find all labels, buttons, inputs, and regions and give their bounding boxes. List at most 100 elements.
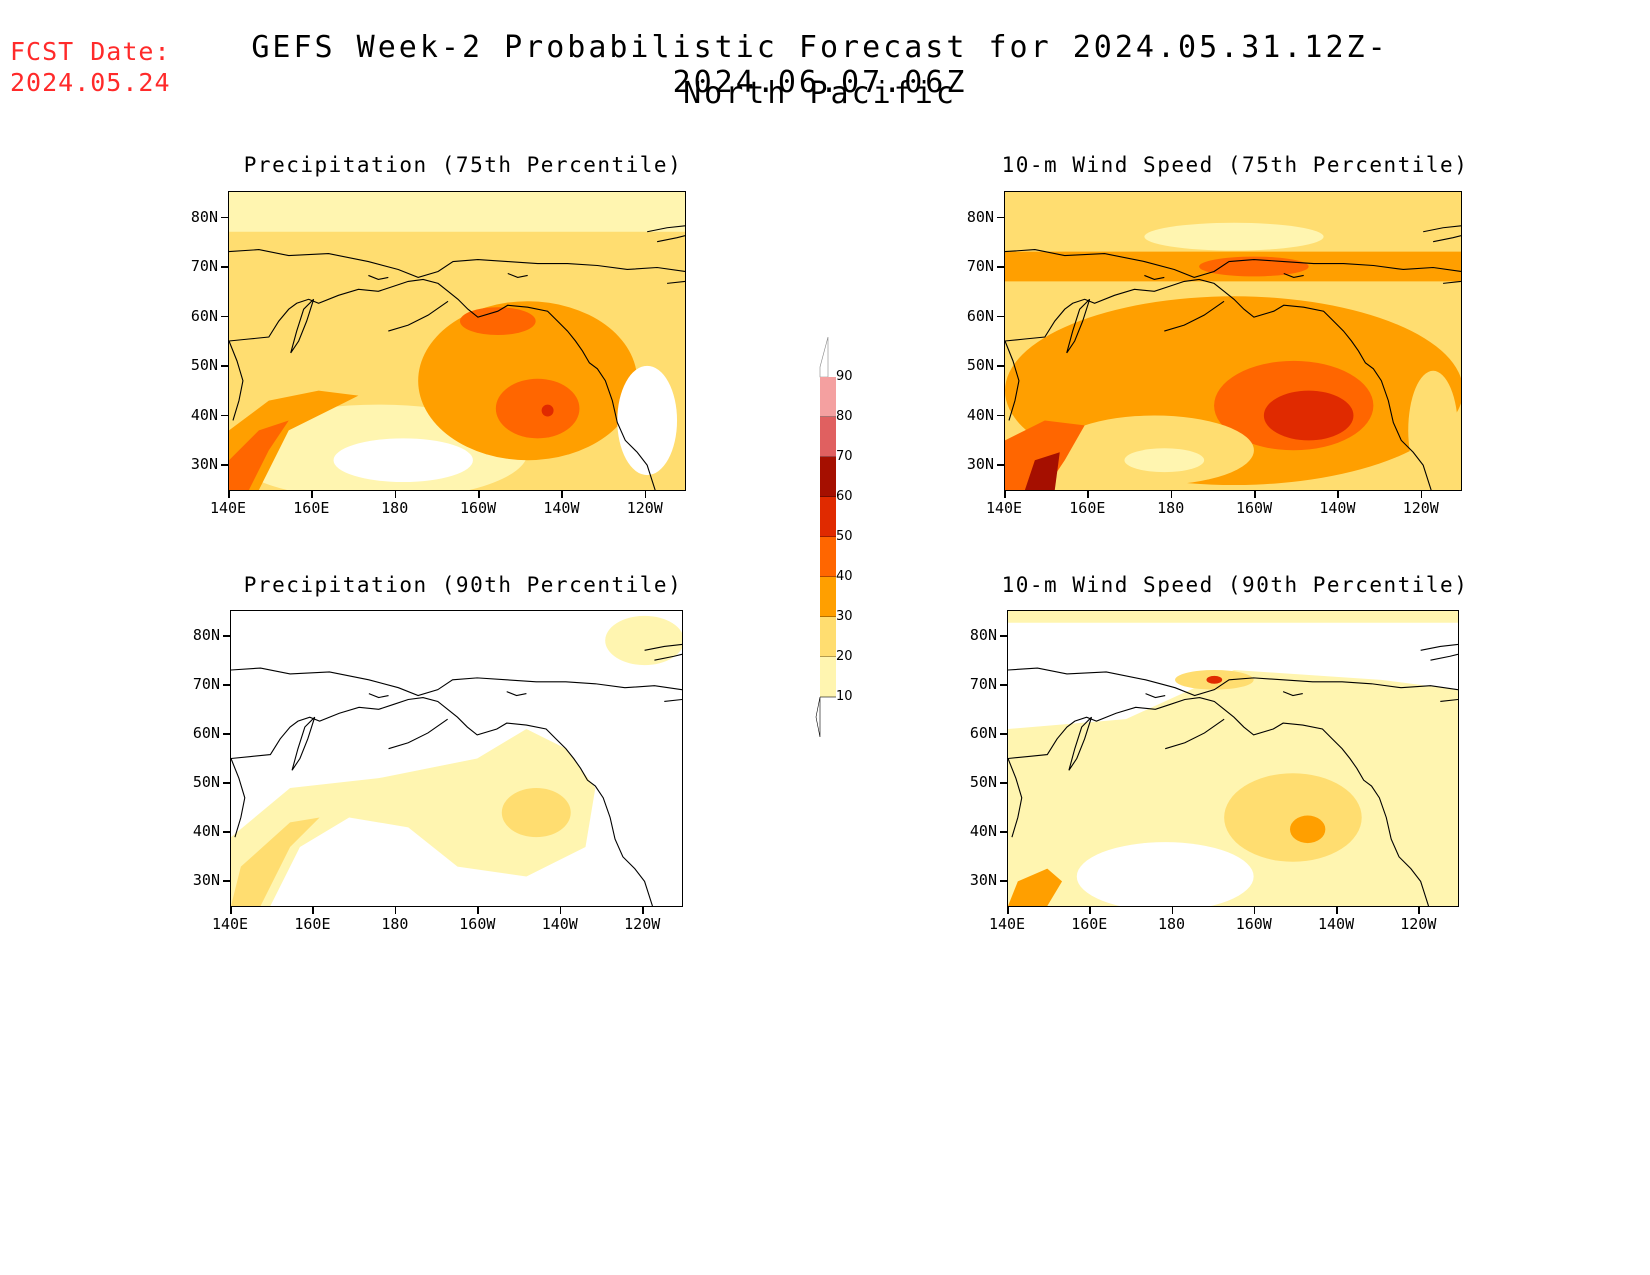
colorbar-segment bbox=[820, 377, 836, 417]
colorbar-level-label: 70 bbox=[836, 449, 853, 464]
lat-label: 30N bbox=[190, 455, 218, 473]
colorbar-segment bbox=[820, 657, 836, 697]
lon-label: 160E bbox=[1069, 499, 1106, 517]
lon-label: 180 bbox=[381, 499, 409, 517]
lat-tick bbox=[221, 464, 228, 466]
colorbar-level-label: 20 bbox=[836, 649, 853, 664]
lat-label: 70N bbox=[192, 675, 220, 694]
coastline-4 bbox=[388, 301, 448, 331]
coastline-5 bbox=[645, 644, 682, 701]
lon-tick bbox=[1420, 491, 1423, 498]
map-wind-75 bbox=[1004, 191, 1462, 491]
lat-tick bbox=[221, 414, 228, 416]
field-gulf bbox=[1224, 773, 1362, 862]
lat-label: 60N bbox=[966, 306, 994, 325]
lon-tick bbox=[1171, 907, 1174, 914]
lat-label: 80N bbox=[190, 207, 218, 226]
lat-label: 70N bbox=[190, 257, 218, 275]
lat-tick bbox=[223, 782, 230, 784]
field-northeast bbox=[605, 615, 682, 666]
field-gulf-core bbox=[1289, 815, 1326, 844]
coastline-1 bbox=[231, 698, 652, 906]
lat-label: 60N bbox=[969, 724, 997, 743]
lon-tick bbox=[230, 907, 232, 914]
lon-label: 160E bbox=[1071, 915, 1108, 933]
lat-tick bbox=[997, 266, 1004, 268]
lon-label: 160W bbox=[460, 499, 497, 517]
lon-label: 140E bbox=[211, 915, 249, 933]
field-coast-south bbox=[1408, 370, 1459, 490]
colorbar-segment bbox=[820, 457, 836, 497]
field-land-dry bbox=[617, 365, 678, 476]
lon-label: 140E bbox=[209, 499, 247, 517]
coastline-0 bbox=[229, 250, 685, 278]
lon-label: 140W bbox=[543, 499, 580, 517]
lon-label: 120W bbox=[1400, 915, 1437, 933]
colorbar-segment bbox=[820, 497, 836, 537]
coastline-6 bbox=[1146, 692, 1303, 698]
field-gulf-core bbox=[501, 788, 571, 838]
field-dry-core bbox=[333, 438, 473, 483]
lon-label: 120W bbox=[1402, 499, 1439, 517]
lat-tick bbox=[221, 365, 228, 367]
map-canvas bbox=[231, 611, 682, 906]
lon-label: 120W bbox=[626, 499, 663, 517]
lon-label: 160W bbox=[459, 915, 496, 933]
lat-tick bbox=[997, 365, 1004, 367]
lat-tick bbox=[997, 464, 1004, 466]
region-title: North Pacific bbox=[683, 76, 957, 111]
field-gulf-core bbox=[495, 378, 580, 439]
lon-tick bbox=[642, 907, 644, 914]
lat-label: 50N bbox=[966, 356, 994, 374]
lon-tick bbox=[559, 907, 562, 914]
map-precip-90 bbox=[230, 610, 683, 907]
lon-tick bbox=[1170, 491, 1173, 498]
lon-label: 160E bbox=[294, 915, 331, 933]
coastline-6 bbox=[368, 273, 527, 279]
lat-label: 50N bbox=[192, 773, 220, 792]
lat-tick bbox=[997, 216, 1004, 218]
forecast-date-block: FCST Date: 2024.05.24 bbox=[10, 36, 171, 98]
lon-tick bbox=[478, 491, 480, 498]
lon-tick bbox=[1087, 491, 1089, 498]
figure-title: GEFS Week-2 Probabilistic Forecast for 2… bbox=[251, 30, 1389, 100]
lon-tick bbox=[1254, 491, 1256, 498]
lat-label: 40N bbox=[969, 822, 997, 841]
map-precip-75 bbox=[228, 191, 686, 491]
lat-label: 40N bbox=[190, 405, 218, 424]
forecast-date-label: FCST Date: bbox=[10, 37, 171, 66]
colorbar-level-label: 60 bbox=[836, 489, 853, 504]
panel-title-wind-75: 10-m Wind Speed (75th Percentile) bbox=[1001, 153, 1469, 177]
colorbar-level-label: 30 bbox=[836, 609, 853, 624]
field-pacific bbox=[231, 729, 596, 906]
colorbar-top-cap bbox=[819, 337, 829, 378]
coastline-0 bbox=[1008, 668, 1458, 696]
map-wind-90 bbox=[1007, 610, 1459, 907]
lat-tick bbox=[1000, 733, 1007, 735]
lat-tick bbox=[1000, 684, 1007, 686]
field-storm-core bbox=[1008, 868, 1063, 906]
lat-tick bbox=[221, 315, 228, 317]
lat-label: 30N bbox=[192, 871, 220, 890]
lon-label: 140W bbox=[1317, 915, 1355, 933]
coastline-5 bbox=[1423, 226, 1461, 284]
lon-label: 180 bbox=[381, 915, 409, 933]
lat-tick bbox=[223, 684, 230, 686]
lon-tick bbox=[644, 491, 647, 498]
coastline-2 bbox=[1069, 717, 1092, 770]
coastline-1 bbox=[229, 279, 655, 490]
coastline-3 bbox=[1005, 341, 1019, 420]
coastline-2 bbox=[1067, 299, 1090, 353]
field-gulf-core bbox=[1263, 390, 1354, 441]
lat-label: 60N bbox=[190, 306, 218, 325]
field-north bbox=[229, 192, 685, 232]
lon-tick bbox=[228, 491, 230, 498]
coastline-0 bbox=[1005, 250, 1461, 278]
colorbar-level-label: 80 bbox=[836, 409, 853, 424]
lon-label: 160W bbox=[1235, 915, 1272, 933]
lon-label: 140W bbox=[1319, 499, 1356, 517]
lat-label: 30N bbox=[969, 871, 997, 890]
lat-label: 50N bbox=[190, 356, 218, 374]
colorbar-bottom-cap bbox=[815, 696, 821, 737]
coastline-4 bbox=[1164, 301, 1224, 331]
